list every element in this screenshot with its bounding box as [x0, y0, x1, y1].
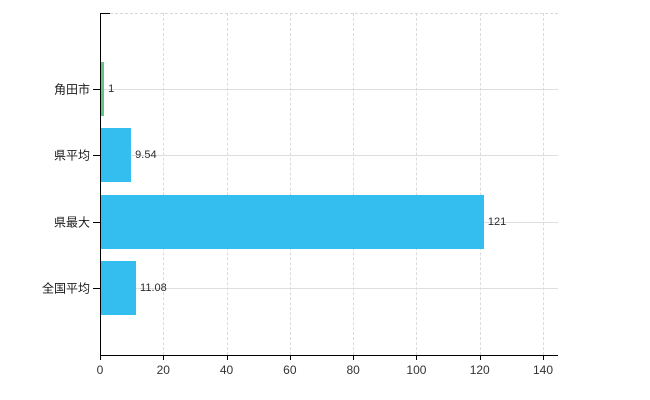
x-tick-label: 0 — [96, 363, 104, 377]
gridline-vertical — [289, 13, 291, 355]
category-label: 県最大 — [53, 215, 90, 229]
category-label: 角田市 — [53, 82, 90, 96]
y-axis-tick — [93, 88, 100, 90]
x-tick-label: 20 — [156, 363, 170, 377]
plot-top-border — [100, 13, 558, 14]
x-axis-tick — [289, 355, 291, 360]
x-axis-tick — [479, 355, 481, 360]
bar — [101, 261, 137, 315]
value-label: 9.54 — [135, 149, 157, 161]
y-axis-tick — [93, 288, 100, 289]
category-label: 全国平均 — [41, 281, 90, 296]
bar — [101, 128, 132, 182]
bar — [101, 61, 105, 116]
x-axis-tick — [226, 355, 228, 360]
gridline-horizontal — [100, 288, 558, 289]
x-tick-label: 80 — [346, 363, 360, 377]
value-label: 11.08 — [140, 282, 167, 294]
gridline-horizontal — [100, 88, 558, 90]
gridline-vertical — [543, 13, 544, 355]
gridline-vertical — [479, 13, 481, 355]
x-axis-tick — [543, 355, 544, 360]
y-axis-tick — [93, 155, 100, 156]
x-tick-label: 140 — [532, 363, 554, 377]
gridline-vertical — [353, 13, 355, 355]
gridline-vertical — [163, 13, 165, 355]
value-label: 121 — [487, 215, 507, 228]
value-label: 1 — [108, 82, 115, 95]
x-tick-label: 120 — [469, 363, 490, 377]
bar — [101, 194, 484, 249]
x-tick-label: 100 — [406, 363, 427, 377]
x-axis-line — [100, 355, 558, 356]
x-tick-label: 60 — [283, 363, 297, 377]
y-axis-tick — [93, 221, 100, 223]
gridline-vertical — [226, 13, 228, 355]
x-axis-tick — [416, 355, 418, 360]
x-axis-tick — [353, 355, 355, 360]
x-axis-tick — [163, 355, 165, 360]
gridline-vertical — [416, 13, 418, 355]
x-axis-tick — [100, 355, 101, 360]
y-axis-line — [100, 13, 101, 355]
gridline-horizontal — [100, 155, 558, 156]
category-label: 県平均 — [53, 148, 90, 163]
x-tick-label: 40 — [219, 363, 234, 377]
y-axis-top-tick — [100, 13, 110, 14]
